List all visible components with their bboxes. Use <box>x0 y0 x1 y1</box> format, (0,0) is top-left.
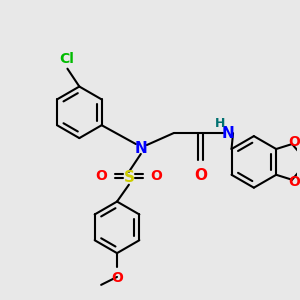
Text: N: N <box>222 126 235 141</box>
Text: H: H <box>215 117 225 130</box>
Text: O: O <box>288 175 300 189</box>
Text: O: O <box>194 168 207 183</box>
Text: Cl: Cl <box>59 52 74 66</box>
Text: O: O <box>111 271 123 285</box>
Text: O: O <box>151 169 163 183</box>
Text: N: N <box>134 140 147 155</box>
Text: S: S <box>123 170 134 185</box>
Text: O: O <box>95 169 107 183</box>
Text: O: O <box>288 135 300 149</box>
